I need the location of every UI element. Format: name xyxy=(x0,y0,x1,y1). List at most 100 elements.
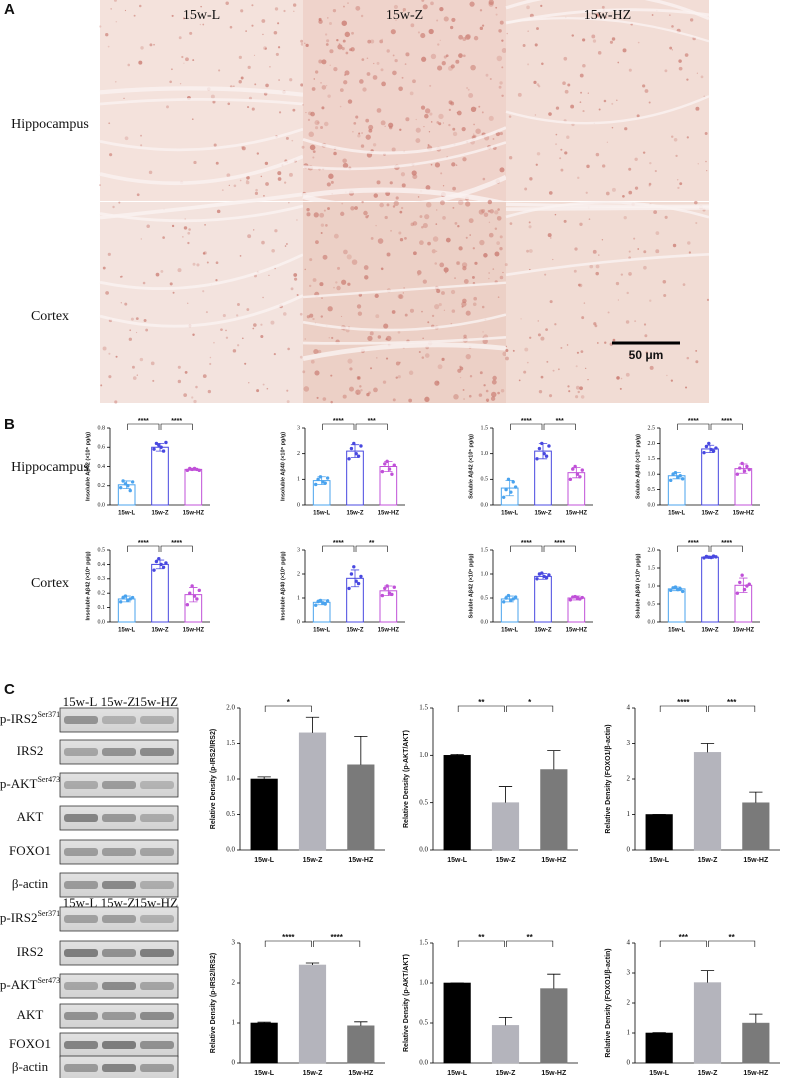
x-tick-label: 15w-L xyxy=(649,857,670,864)
stain-speck xyxy=(307,118,311,121)
stain-speck xyxy=(684,53,689,57)
y-tick-label: 2 xyxy=(232,979,236,987)
stain-speck xyxy=(457,368,462,373)
data-point xyxy=(502,600,506,604)
stain-speck xyxy=(251,4,254,7)
stain-speck xyxy=(678,66,683,71)
stain-speck xyxy=(343,80,348,85)
x-tick-label: 15w-HZ xyxy=(183,628,205,634)
x-tick-label: 15w-Z xyxy=(701,628,718,634)
stain-speck xyxy=(431,249,436,254)
stain-speck xyxy=(401,76,404,79)
stain-speck xyxy=(277,171,282,176)
data-point xyxy=(130,595,135,600)
stain-speck xyxy=(376,108,382,113)
data-point xyxy=(325,476,330,480)
stain-speck xyxy=(492,268,495,270)
stain-speck xyxy=(465,310,471,316)
stain-speck xyxy=(420,105,426,110)
stain-speck xyxy=(397,294,403,299)
bar xyxy=(701,448,719,506)
stain-speck xyxy=(534,43,538,47)
stain-speck xyxy=(496,215,502,221)
stain-speck xyxy=(454,222,458,225)
y-tick-label: 1 xyxy=(297,477,300,483)
stain-speck xyxy=(160,269,164,273)
stain-speck xyxy=(649,299,652,302)
stain-speck xyxy=(286,389,289,392)
stain-speck xyxy=(498,85,502,89)
data-point xyxy=(197,588,201,593)
stain-speck xyxy=(321,85,327,90)
stain-speck xyxy=(428,28,434,35)
stain-speck xyxy=(623,215,627,220)
stain-speck xyxy=(695,360,699,364)
stain-speck xyxy=(620,377,623,380)
data-point xyxy=(513,595,518,599)
error-bar xyxy=(498,1017,513,1026)
stain-speck xyxy=(326,39,330,43)
stain-speck xyxy=(443,309,446,311)
data-point xyxy=(578,475,582,479)
y-tick-label: 2 xyxy=(627,999,631,1007)
stain-speck xyxy=(619,387,622,390)
stain-speck xyxy=(424,108,431,114)
stain-speck xyxy=(675,154,678,158)
stain-speck xyxy=(225,1,229,5)
stain-speck xyxy=(327,94,331,98)
stain-speck xyxy=(479,26,484,31)
stain-speck xyxy=(601,5,605,9)
stain-speck xyxy=(434,304,440,310)
stain-speck xyxy=(606,141,608,143)
stain-speck xyxy=(410,222,415,227)
stain-speck xyxy=(337,44,343,50)
error-bar xyxy=(450,753,464,756)
stain-speck xyxy=(524,187,528,191)
blot-band xyxy=(102,814,136,822)
stain-speck xyxy=(377,335,382,339)
stain-speck xyxy=(392,70,397,76)
stain-speck xyxy=(225,329,227,332)
stain-speck xyxy=(461,305,464,308)
significance-label: ** xyxy=(478,698,485,707)
stain-speck xyxy=(499,131,503,136)
stain-speck xyxy=(552,369,555,372)
significance-bracket xyxy=(510,423,543,430)
blot-band xyxy=(64,748,98,756)
stain-speck xyxy=(649,161,652,165)
stain-speck xyxy=(381,81,386,87)
data-point xyxy=(390,472,394,476)
stain-speck xyxy=(462,298,467,304)
stain-speck xyxy=(246,176,250,180)
stain-speck xyxy=(356,393,359,395)
stain-speck xyxy=(260,323,263,326)
data-point xyxy=(669,478,673,483)
stain-speck xyxy=(622,48,627,53)
stain-speck xyxy=(195,385,198,389)
stain-speck xyxy=(495,6,498,9)
stain-speck xyxy=(439,39,441,42)
y-axis-label: Insoluble Aβ42 (×10⁶ pg/g) xyxy=(85,551,91,620)
y-tick-label: 3 xyxy=(297,547,300,553)
stain-speck xyxy=(253,323,257,327)
stain-speck xyxy=(210,94,215,99)
blot-band xyxy=(64,1012,98,1020)
stain-speck xyxy=(372,75,378,80)
stain-speck xyxy=(299,355,303,359)
data-point xyxy=(711,449,716,453)
stain-speck xyxy=(402,292,404,294)
tissue-streak xyxy=(99,86,304,97)
stain-speck xyxy=(585,367,587,369)
stain-speck xyxy=(452,206,455,209)
stain-speck xyxy=(579,386,583,391)
y-tick-label: 1.0 xyxy=(419,751,428,759)
stain-speck xyxy=(624,127,628,131)
stain-speck xyxy=(686,136,689,139)
stain-speck xyxy=(374,293,379,299)
stain-speck xyxy=(326,182,331,187)
y-tick-label: 1 xyxy=(232,1019,236,1027)
stain-speck xyxy=(498,29,502,33)
stain-speck xyxy=(434,380,440,386)
stain-speck xyxy=(246,308,250,311)
stain-speck xyxy=(422,223,428,229)
